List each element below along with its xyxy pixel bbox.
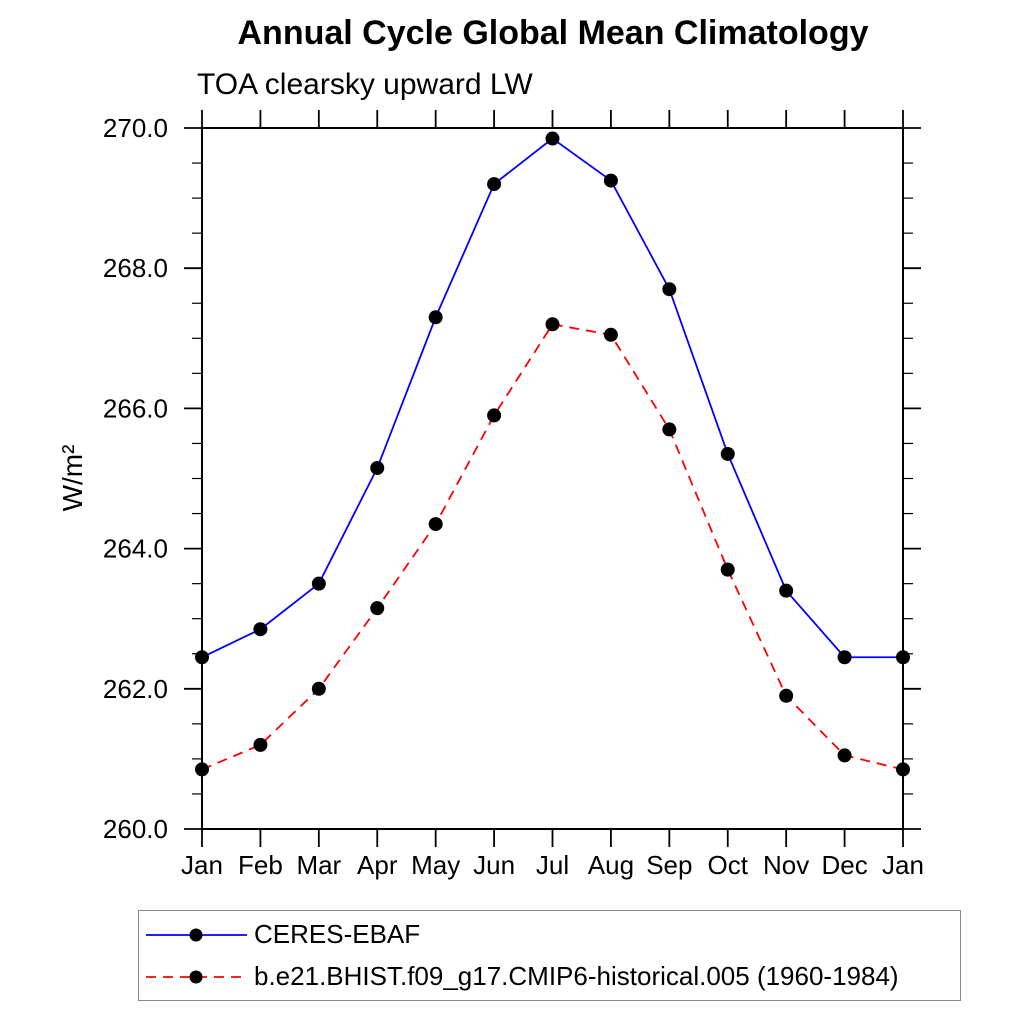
data-point-marker (428, 310, 443, 325)
legend-line-sample (146, 928, 247, 941)
x-axis-ticks (201, 110, 904, 847)
data-point-marker (662, 282, 677, 297)
x-tick-label: Jul (536, 850, 569, 880)
data-point-marker (545, 317, 560, 332)
data-point-marker (837, 650, 852, 665)
data-point-marker (837, 748, 852, 763)
y-tick-label: 268.0 (103, 253, 168, 283)
x-tick-label: Jan (181, 850, 223, 880)
y-tick-label: 266.0 (103, 393, 168, 423)
data-point-marker (370, 460, 385, 475)
data-point-marker (779, 583, 794, 598)
data-point-marker (428, 517, 443, 532)
data-point-marker (896, 650, 910, 665)
x-tick-label: Jan (882, 850, 924, 880)
data-point-marker (545, 131, 560, 146)
y-tick-label: 260.0 (103, 814, 168, 844)
x-tick-label: Nov (763, 850, 809, 880)
series-line (201, 137, 903, 659)
legend-marker-dot (189, 970, 203, 983)
data-point-marker (720, 562, 735, 577)
chart-subtitle: TOA clearsky upward LW (197, 68, 533, 101)
data-point-marker (370, 601, 385, 616)
legend-marker-dot (189, 928, 203, 941)
data-point-marker (603, 327, 618, 342)
x-tick-label: Jun (473, 850, 515, 880)
data-point-marker (253, 622, 268, 637)
data-point-marker (487, 408, 502, 423)
data-point-marker (253, 737, 268, 752)
x-tick-label: Sep (646, 850, 692, 880)
y-tick-label: 270.0 (103, 113, 168, 143)
data-point-marker (896, 762, 910, 777)
data-point-marker (311, 681, 326, 696)
data-point-marker (720, 446, 735, 461)
data-point-marker (779, 688, 794, 703)
x-tick-label: Dec (821, 850, 867, 880)
x-tick-label: Mar (296, 850, 341, 880)
y-tick-label: 264.0 (103, 534, 168, 564)
legend-label: b.e21.BHIST.f09_g17.CMIP6-historical.005… (254, 961, 899, 991)
legend-item-0: CERES-EBAF (144, 914, 960, 956)
data-point-marker (662, 422, 677, 437)
y-axis-minor-ticks (192, 162, 913, 795)
x-tick-label: May (411, 850, 460, 880)
x-tick-label: Aug (588, 850, 634, 880)
legend-line-sample (146, 970, 247, 983)
chart-title: Annual Cycle Global Mean Climatology (237, 14, 869, 52)
series-0 (195, 131, 910, 665)
y-tick-label: 262.0 (103, 674, 168, 704)
x-tick-label: Feb (238, 850, 283, 880)
data-point-marker (195, 762, 209, 777)
legend-label: CERES-EBAF (254, 919, 421, 949)
data-point-marker (603, 173, 618, 188)
x-tick-label: Oct (708, 850, 749, 880)
data-point-marker (487, 177, 502, 192)
legend-box: CERES-EBAF b.e21.BHIST.f09_g17.CMIP6-hist… (138, 910, 961, 1001)
data-point-marker (195, 650, 209, 665)
series-1 (195, 317, 910, 777)
plot-frame (201, 127, 904, 830)
y-axis-major-ticks (184, 127, 921, 830)
legend-item-1: b.e21.BHIST.f09_g17.CMIP6-historical.005… (144, 956, 960, 998)
data-point-marker (311, 576, 326, 591)
x-tick-label: Apr (357, 850, 398, 880)
series-line (201, 323, 904, 771)
